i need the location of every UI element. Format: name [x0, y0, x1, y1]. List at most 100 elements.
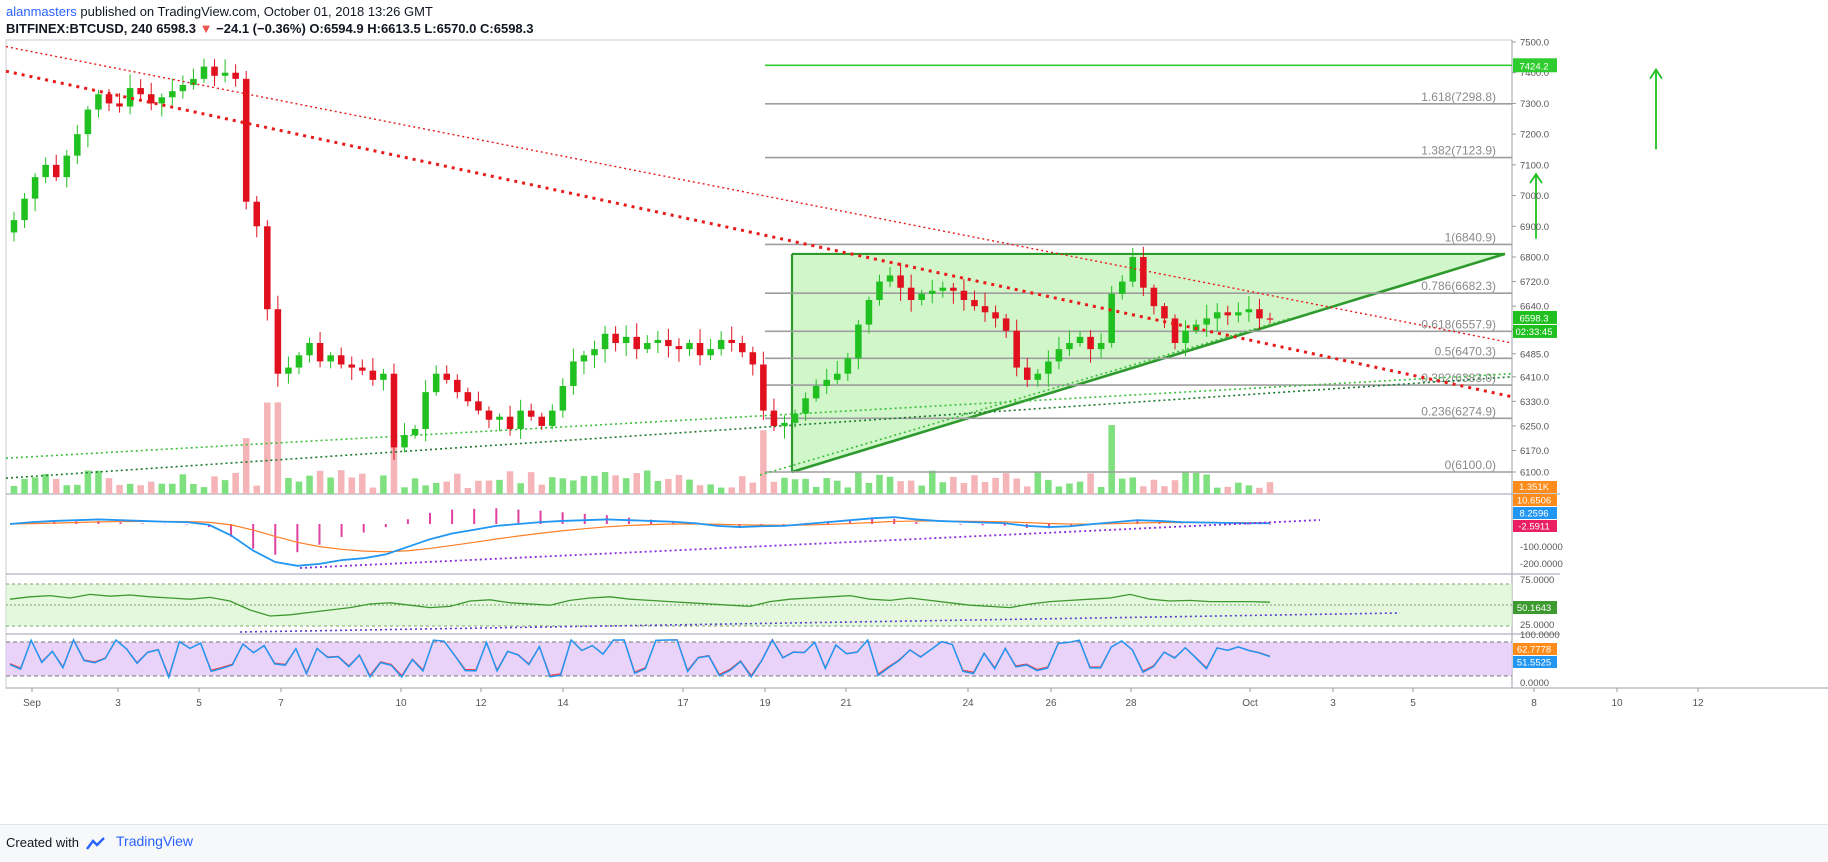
fib-level-label: 1.382(7123.9): [1421, 144, 1496, 158]
stoch-band: [6, 642, 1512, 676]
volume-bar: [908, 481, 915, 494]
candle-body: [180, 85, 187, 91]
candle-body: [1077, 337, 1084, 343]
target-price-label: 7424.2: [1519, 61, 1548, 72]
volume-bar: [1203, 474, 1210, 494]
volume-bar: [1003, 473, 1010, 494]
volume-bar: [443, 482, 450, 494]
candle-body: [74, 134, 81, 156]
candle-body: [1225, 312, 1232, 315]
macd-histogram-bar: [186, 524, 188, 525]
candle-body: [106, 94, 113, 103]
candle-body: [327, 355, 334, 361]
volume-bar: [760, 430, 767, 494]
candle-body: [85, 110, 92, 135]
fib-level-label: 1.618(7298.8): [1421, 90, 1496, 104]
symbol-name: BITFINEX:BTCUSD, 240: [6, 21, 153, 36]
chart-area[interactable]: 0(6100.0)0.236(6274.9)0.382(6383.0)0.5(6…: [0, 38, 1828, 824]
volume-bar: [1246, 485, 1253, 494]
candle-body: [1267, 318, 1274, 319]
volume-bar: [21, 479, 28, 494]
candle-body: [612, 334, 619, 343]
candle-body: [855, 325, 862, 359]
volume-bar: [1087, 473, 1094, 494]
volume-bar: [570, 480, 577, 494]
volume-bar: [1182, 472, 1189, 494]
volume-bar: [1151, 480, 1158, 494]
tradingview-brand[interactable]: TradingView: [116, 833, 193, 849]
macd-histogram-bar: [1004, 524, 1006, 526]
candle-body: [391, 374, 398, 448]
candle-body: [823, 380, 830, 386]
volume-bar: [127, 484, 134, 494]
volume-bar: [243, 438, 250, 494]
volume-bar: [591, 476, 598, 494]
volume-bar: [644, 470, 651, 494]
candle-body: [538, 417, 545, 426]
candle-body: [1256, 309, 1263, 318]
candle-body: [253, 202, 260, 227]
candle-body: [32, 177, 39, 199]
candle-body: [929, 291, 936, 294]
macd-histogram-bar: [915, 522, 917, 524]
macd-histogram-bar: [495, 508, 497, 524]
candle-body: [359, 368, 366, 371]
time-tick-label: 14: [557, 698, 569, 709]
candle-body: [1214, 312, 1221, 318]
volume-bar: [602, 472, 609, 494]
candle-body: [422, 392, 429, 429]
candle-body: [443, 374, 450, 380]
price-tick-label: 7500.0: [1520, 38, 1549, 49]
candle-body: [845, 358, 852, 373]
time-tick-label: 3: [115, 698, 121, 709]
candle-body: [1024, 368, 1031, 380]
volume-bar: [264, 402, 271, 494]
time-tick-label: 8: [1531, 698, 1537, 709]
volume-bar: [11, 486, 18, 494]
price-tick-label: 6800.0: [1520, 253, 1549, 264]
macd-histogram-bar: [562, 512, 564, 524]
candle-body: [950, 288, 957, 291]
volume-bar: [612, 475, 619, 494]
last-price: 6598.3: [156, 21, 196, 36]
volume-bar: [792, 479, 799, 494]
fib-level-label: 1(6840.9): [1445, 230, 1496, 244]
volume-bar: [950, 477, 957, 494]
candle-body: [95, 94, 102, 109]
ohlc-open: O:6594.9: [309, 21, 363, 36]
volume-bar: [64, 485, 71, 494]
macd-histogram-bar: [252, 524, 254, 549]
price-tick-label: 7300.0: [1520, 99, 1549, 110]
price-tick-label: 6485.0: [1520, 349, 1549, 360]
time-tick-label: 7: [278, 698, 284, 709]
candle-body: [232, 73, 239, 79]
volume-bar: [834, 481, 841, 494]
candle-body: [528, 411, 535, 417]
volume-bar: [1235, 483, 1242, 494]
rsi-value-label: 50.1643: [1517, 603, 1551, 614]
time-tick-label: Sep: [23, 698, 41, 709]
candle-body: [697, 343, 704, 355]
macd-value-label: 8.2596: [1519, 509, 1548, 520]
candle-body: [306, 343, 313, 355]
candle-body: [750, 352, 757, 364]
macd-histogram-bar: [120, 522, 122, 524]
candle-body: [655, 340, 662, 343]
author-link[interactable]: alanmasters: [6, 4, 77, 19]
volume-bar: [496, 480, 503, 494]
candle-body: [1161, 306, 1168, 318]
footer: Created with TradingView: [0, 824, 1828, 862]
candle-body: [243, 79, 250, 202]
candle-body: [317, 343, 324, 361]
time-tick-label: 10: [395, 698, 407, 709]
volume-bar: [1108, 425, 1115, 494]
candle-body: [454, 380, 461, 392]
volume-bar: [1267, 482, 1274, 494]
macd-histogram-bar: [517, 510, 519, 524]
volume-bar: [707, 484, 714, 494]
price-tick-label: 6720.0: [1520, 277, 1549, 288]
candle-body: [549, 411, 556, 426]
volume-bar: [771, 482, 778, 494]
candle-body: [53, 165, 60, 177]
time-tick-label: 19: [759, 698, 771, 709]
